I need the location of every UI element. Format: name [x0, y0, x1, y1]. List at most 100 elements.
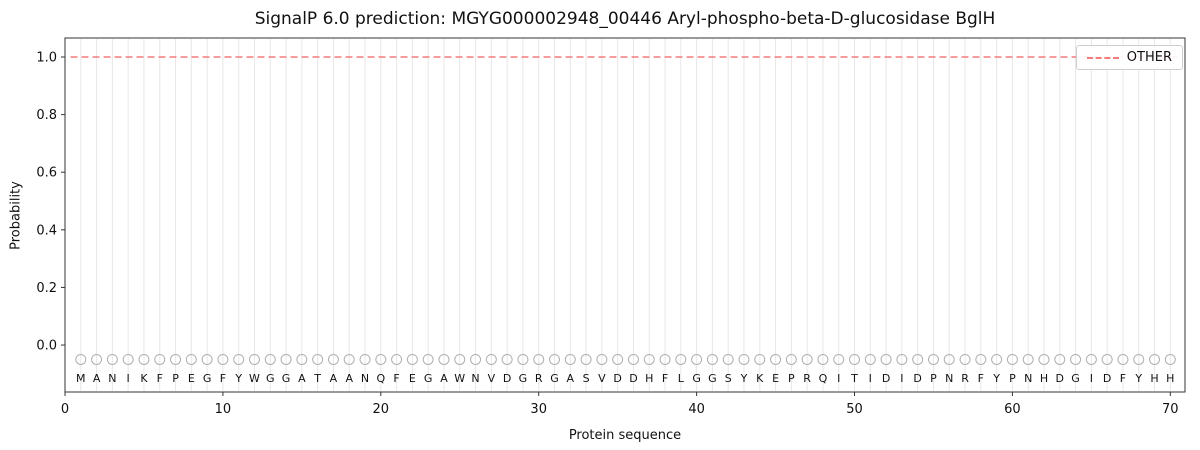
- residue-letter: F: [157, 372, 163, 385]
- residue-marker: [896, 353, 908, 365]
- residue-letter: T: [850, 372, 858, 385]
- residue-marker: [327, 353, 339, 365]
- residue-marker: [422, 353, 434, 365]
- residue-letter: N: [1024, 372, 1032, 385]
- residue-letter: Y: [992, 372, 1000, 385]
- residue-marker: [675, 353, 687, 365]
- residue-marker: [706, 353, 718, 365]
- y-axis-label: Probability: [8, 181, 24, 250]
- residue-marker: [580, 353, 592, 365]
- residue-letter: D: [503, 372, 511, 385]
- residue-letter: I: [869, 372, 872, 385]
- residue-letter: Y: [740, 372, 748, 385]
- residue-letter: R: [961, 372, 969, 385]
- residue-letter: G: [1071, 372, 1080, 385]
- residue-marker: [75, 353, 87, 365]
- residue-marker: [1117, 353, 1129, 365]
- x-tick-label: 0: [61, 402, 69, 417]
- residue-letter: R: [535, 372, 543, 385]
- residue-letter: A: [345, 372, 353, 385]
- residue-letter: F: [978, 372, 984, 385]
- y-tick-label: 0.2: [36, 281, 57, 296]
- residue-marker: [185, 353, 197, 365]
- residue-marker: [627, 353, 639, 365]
- x-tick-label: 60: [1004, 402, 1021, 417]
- residue-marker: [217, 353, 229, 365]
- residue-marker: [691, 353, 703, 365]
- y-tick-label: 0.8: [36, 108, 57, 123]
- residue-marker: [880, 353, 892, 365]
- residue-letter: Y: [234, 372, 242, 385]
- residue-marker: [1070, 353, 1082, 365]
- residue-letter: M: [76, 372, 86, 385]
- residue-marker: [833, 353, 845, 365]
- residue-letter: E: [772, 372, 779, 385]
- residue-marker: [312, 353, 324, 365]
- x-tick-label: 10: [215, 402, 232, 417]
- residue-marker: [501, 353, 513, 365]
- residue-letter: G: [550, 372, 559, 385]
- residue-letter: H: [1150, 372, 1158, 385]
- residue-marker: [91, 353, 103, 365]
- residue-letter: W: [454, 372, 465, 385]
- residue-letter: A: [93, 372, 101, 385]
- x-tick-label: 30: [530, 402, 547, 417]
- residue-letter: D: [913, 372, 921, 385]
- residue-letter: W: [249, 372, 260, 385]
- residue-marker: [864, 353, 876, 365]
- residue-marker: [722, 353, 734, 365]
- residue-marker: [233, 353, 245, 365]
- residue-marker: [1164, 353, 1176, 365]
- residue-marker: [991, 353, 1003, 365]
- residue-letter: D: [1103, 372, 1111, 385]
- residue-letter: N: [471, 372, 479, 385]
- residue-letter: H: [1040, 372, 1048, 385]
- residue-letter: I: [127, 372, 130, 385]
- residue-letter: S: [583, 372, 590, 385]
- residue-letter: N: [108, 372, 116, 385]
- residue-marker: [643, 353, 655, 365]
- residue-marker: [280, 353, 292, 365]
- residue-letter: K: [756, 372, 764, 385]
- residue-letter: A: [567, 372, 575, 385]
- residue-letter: Q: [819, 372, 828, 385]
- residue-marker: [406, 353, 418, 365]
- legend-dashed-line-sample: [1086, 56, 1119, 59]
- residue-letter: L: [678, 372, 685, 385]
- residue-letter: G: [692, 372, 701, 385]
- residue-letter: A: [298, 372, 306, 385]
- residue-letter: P: [172, 372, 179, 385]
- residue-marker: [454, 353, 466, 365]
- residue-marker: [485, 353, 497, 365]
- residue-marker: [975, 353, 987, 365]
- residue-letter: S: [725, 372, 732, 385]
- residue-letter: H: [645, 372, 653, 385]
- residue-marker: [659, 353, 671, 365]
- residue-marker: [801, 353, 813, 365]
- residue-marker: [1054, 353, 1066, 365]
- legend-label-other: OTHER: [1126, 50, 1172, 65]
- residue-letter: G: [708, 372, 717, 385]
- residue-letter: I: [1090, 372, 1093, 385]
- residue-letter: E: [188, 372, 195, 385]
- residue-letter: A: [440, 372, 448, 385]
- residue-marker: [170, 353, 182, 365]
- residue-letter: D: [1056, 372, 1064, 385]
- residue-letter: G: [519, 372, 528, 385]
- residue-marker: [343, 353, 355, 365]
- residue-letter: R: [803, 372, 811, 385]
- residue-marker: [564, 353, 576, 365]
- residue-marker: [154, 353, 166, 365]
- residue-marker: [122, 353, 134, 365]
- y-tick-label: 1.0: [36, 51, 57, 66]
- residue-letter: G: [424, 372, 433, 385]
- residue-marker: [375, 353, 387, 365]
- residue-marker: [817, 353, 829, 365]
- residue-marker: [785, 353, 797, 365]
- residue-letter: P: [788, 372, 795, 385]
- residue-letter: F: [220, 372, 226, 385]
- residue-marker: [612, 353, 624, 365]
- plot-border: [64, 37, 1186, 393]
- residue-marker: [106, 353, 118, 365]
